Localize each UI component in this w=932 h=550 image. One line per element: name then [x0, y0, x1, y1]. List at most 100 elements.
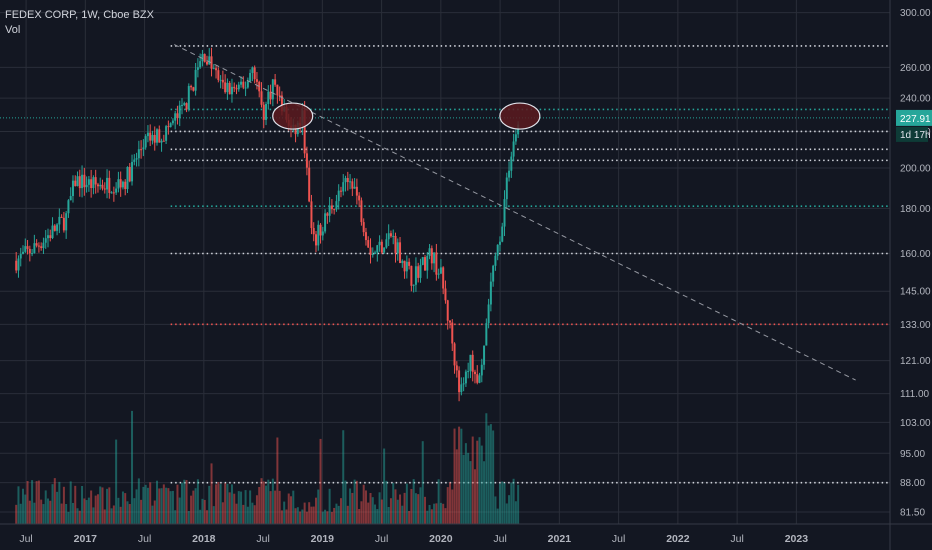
candle-body — [396, 242, 399, 254]
candle-body — [276, 84, 279, 96]
volume-bar — [230, 484, 233, 524]
volume-bar — [496, 508, 499, 524]
candle-body — [392, 235, 395, 237]
candle-body — [65, 213, 68, 231]
volume-bar — [71, 502, 74, 524]
volume-bar — [74, 485, 77, 524]
volume-bar — [56, 491, 59, 524]
candle-body — [85, 184, 88, 188]
candle-body — [501, 226, 504, 242]
volume-bar — [49, 500, 52, 524]
volume-bar — [149, 482, 152, 524]
candle-body — [512, 141, 515, 157]
candle-body — [448, 320, 451, 323]
candle-body — [131, 161, 134, 182]
symbol-title[interactable]: FEDEX CORP, 1W, Cboe BZX — [5, 9, 154, 21]
candle-body — [428, 248, 431, 256]
volume-bar — [458, 426, 461, 524]
candle-body — [76, 176, 79, 187]
volume-bar — [244, 490, 247, 524]
candle-body — [505, 177, 508, 200]
candle-body — [28, 248, 31, 254]
candle-body — [439, 267, 442, 274]
volume-bar — [128, 504, 131, 524]
volume-bars — [15, 410, 520, 524]
candle-body — [69, 196, 72, 201]
volume-bar — [419, 487, 422, 524]
volume-bar — [87, 497, 90, 524]
candle-body — [128, 166, 131, 182]
time-tick-label: Jul — [138, 533, 151, 545]
candle-body — [110, 192, 113, 194]
volume-bar — [262, 481, 265, 524]
volume-bar — [394, 489, 397, 524]
candle-body — [330, 205, 333, 210]
candle-body — [42, 242, 45, 249]
volume-bar — [260, 478, 263, 524]
volume-bar — [426, 510, 429, 524]
price-tick-label: 145.00 — [900, 287, 931, 298]
candle-body — [335, 201, 338, 210]
volume-bar — [26, 480, 29, 524]
volume-bar — [258, 486, 261, 524]
volume-bar — [401, 505, 404, 524]
volume-bar — [469, 461, 472, 524]
volume-bar — [151, 505, 154, 524]
candle-body — [453, 343, 456, 366]
volume-bar — [156, 480, 159, 524]
candle-body — [310, 201, 313, 229]
volume-bar — [353, 479, 356, 524]
volume-bar — [233, 493, 236, 524]
candle-body — [489, 281, 492, 305]
volume-bar — [249, 490, 252, 524]
candle-body — [451, 322, 454, 344]
volume-bar — [208, 485, 211, 524]
volume-bar — [358, 508, 361, 524]
volume-bar — [174, 510, 177, 524]
candle-body — [435, 252, 438, 275]
candle-body — [103, 188, 106, 190]
candle-body — [469, 354, 472, 371]
candle-body — [467, 370, 470, 372]
time-tick-label: 2019 — [311, 533, 335, 545]
candle-body — [503, 199, 506, 227]
volume-bar — [292, 490, 295, 524]
candle-body — [67, 200, 70, 214]
volume-bar — [290, 496, 293, 524]
candle-body — [233, 86, 236, 89]
volume-bar — [389, 498, 392, 524]
volume-bar — [187, 510, 190, 524]
price-tick-label: 88.00 — [900, 478, 925, 489]
volume-bar — [378, 492, 381, 524]
candle-body — [224, 82, 227, 93]
candle-body — [471, 354, 474, 372]
volume-bar — [455, 449, 458, 524]
volume-bar — [403, 492, 406, 524]
candle-body — [462, 383, 465, 385]
candle-body — [312, 228, 315, 235]
volume-bar — [319, 438, 322, 524]
candle-body — [408, 261, 411, 266]
candle-body — [255, 79, 258, 82]
volume-bar — [494, 496, 497, 524]
drawings — [173, 44, 856, 381]
volume-bar — [383, 448, 386, 524]
candle-body — [151, 134, 154, 141]
volume-bar — [364, 490, 367, 524]
volume-bar — [62, 486, 65, 524]
volume-bar — [514, 501, 517, 524]
volume-bar — [51, 484, 54, 524]
volume-label[interactable]: Vol — [5, 24, 21, 36]
candle-body — [374, 252, 377, 255]
candle-body — [208, 56, 211, 65]
volume-bar — [183, 479, 186, 524]
volume-bar — [146, 487, 149, 524]
volume-bar — [94, 495, 97, 524]
volume-bar — [190, 495, 193, 524]
volume-bar — [392, 483, 395, 524]
candle-body — [124, 181, 127, 190]
volume-bar — [117, 497, 120, 524]
volume-bar — [53, 478, 56, 524]
volume-bar — [240, 491, 243, 524]
